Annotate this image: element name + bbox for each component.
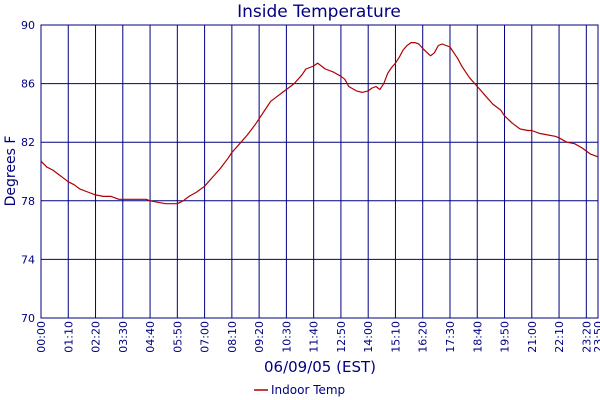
x-tick-label: 10:30 [280, 321, 293, 353]
x-tick-label: 09:20 [253, 321, 266, 353]
grid [40, 24, 599, 319]
x-tick-label: 03:30 [117, 321, 130, 353]
x-axis-label: 06/09/05 (EST) [264, 358, 376, 376]
x-tick-label: 17:30 [444, 321, 457, 353]
y-tick-label: 74 [21, 253, 35, 266]
y-tick-label: 82 [21, 136, 35, 149]
y-tick-label: 78 [21, 195, 35, 208]
legend-label-indoor-temp: Indoor Temp [271, 383, 345, 397]
series-lines [40, 41, 599, 205]
x-tick-label: 01:10 [62, 321, 75, 353]
x-tick-label: 02:20 [90, 321, 103, 353]
x-tick-label: 11:40 [308, 321, 321, 353]
x-tick-label: 12:50 [335, 321, 348, 353]
series-line-indoor-temp [40, 41, 599, 205]
x-tick-label: 18:40 [471, 321, 484, 353]
x-tick-label: 07:00 [199, 321, 212, 353]
y-tick-label: 90 [21, 19, 35, 32]
chart-title: Inside Temperature [237, 2, 401, 22]
x-tick-label: 16:20 [417, 321, 430, 353]
y-axis-label: Degrees F [3, 136, 19, 207]
x-tick-label: 15:10 [389, 321, 402, 353]
tick-labels: 70 74 78 82 86 90 00:00 01:10 02:20 03:30 04:40 05:… [21, 19, 600, 353]
x-tick-label: 19:50 [499, 321, 512, 353]
x-tick-label: 23:20 [580, 321, 593, 353]
legend: Indoor Temp [254, 383, 345, 397]
plot-frame [40, 24, 599, 319]
y-tick-label: 70 [21, 312, 35, 325]
x-tick-label: 21:00 [526, 321, 539, 353]
x-tick-label: 05:50 [171, 321, 184, 353]
x-tick-label: 04:40 [144, 321, 157, 353]
x-tick-label: 22:10 [553, 321, 566, 353]
x-tick-label: 23:50 [592, 321, 600, 353]
x-tick-label: 08:10 [226, 321, 239, 353]
x-tick-label: 00:00 [35, 321, 48, 353]
x-tick-label: 14:00 [362, 321, 375, 353]
y-tick-label: 86 [21, 78, 35, 91]
